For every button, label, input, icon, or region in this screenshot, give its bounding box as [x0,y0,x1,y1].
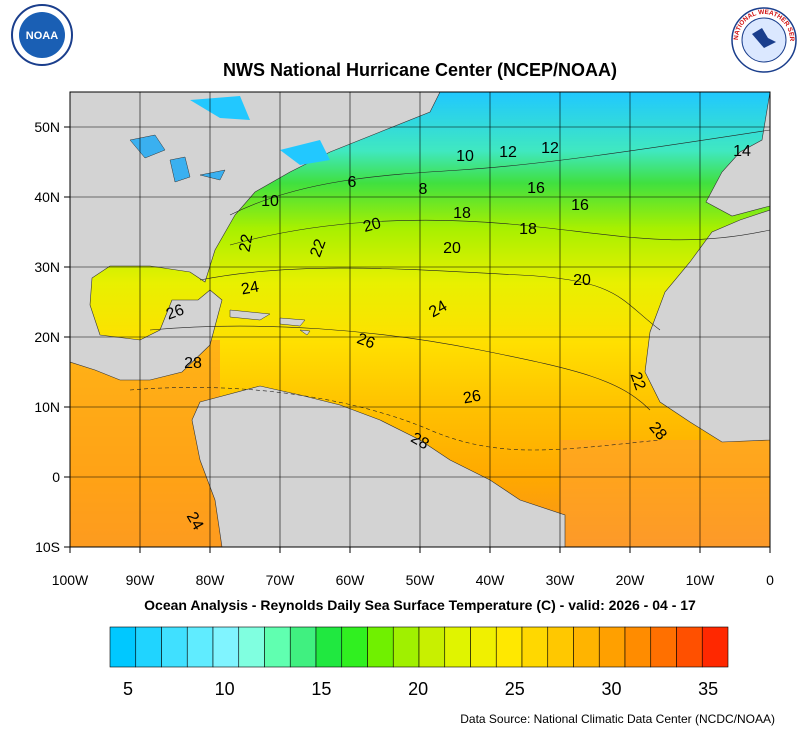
source: Data Source: National Climatic Data Cent… [460,712,775,726]
contour-label: 16 [571,197,589,214]
axes: 50N 40N 30N 20N 10N 0 10S 100W 90W 80W 70W 60W 50W 40… [34,119,774,588]
contour-label: 10 [261,193,279,210]
colorbar-cell [315,626,343,668]
contour-label: 22 [237,233,257,254]
lon-label: 100W [52,572,89,588]
contour-label: 26 [355,330,378,352]
lon-label: 70W [266,572,296,588]
contour-label: 10 [456,148,474,165]
lon-label: 30W [546,572,576,588]
lon-label: 10W [686,572,716,588]
contour-label: 8 [419,181,428,198]
colorbar-cell [161,626,188,668]
map: 10 10 12 12 14 6 8 16 16 18 18 20 20 20 22 22 22 24 24 24 26… [70,92,770,547]
colorbar-cell [212,626,240,668]
lon-label: 80W [196,572,226,588]
title: NWS National Hurricane Center (NCEP/NOAA… [223,60,617,80]
colorbar-label: 20 [408,679,428,699]
lat-label: 0 [52,469,60,485]
nws-logo-arc: NATIONAL WEATHER SERVICE [0,0,795,42]
colorbar-cell [109,626,137,668]
colorbar-cell [701,626,729,668]
colorbar-cell [341,626,368,668]
noaa-logo-text: NOAA [26,30,58,42]
colorbar-label: 5 [123,679,133,699]
lon-label: 60W [336,572,366,588]
colorbar-cell [495,626,523,668]
contour-label: 18 [453,205,471,222]
contour-labels: 10 10 12 12 14 6 8 16 16 18 18 20 20 20 22 22 22 24 24 24 26… [164,140,751,533]
lon-label: 50W [406,572,436,588]
lat-label: 50N [34,119,60,135]
contour-label: 12 [541,140,559,157]
caption: Ocean Analysis - Reynolds Daily Sea Surf… [144,597,696,613]
contour-label: 26 [462,388,483,408]
colorbar-cell [598,626,626,668]
contour-label: 26 [164,301,187,323]
contour-label: 14 [733,143,751,160]
noaa-logo: NOAA [11,4,73,66]
colorbar-cell [264,626,291,668]
lat-label: 30N [34,259,60,275]
colorbar-cell [650,626,677,668]
colorbar: 5 10 15 20 25 30 35 [109,626,729,699]
colorbar-cell [418,626,446,668]
contour-label: 16 [527,180,545,197]
colorbar-cell [624,626,652,668]
lon-label: 20W [616,572,646,588]
colorbar-cell [367,626,394,668]
contour-label: 6 [348,174,357,191]
contour-label: 20 [361,215,383,236]
colorbar-cell [238,626,265,668]
lat-label: 20N [34,329,60,345]
colorbar-label: 25 [505,679,525,699]
contour-label: 22 [307,237,329,260]
contour-label: 24 [426,298,450,322]
contour-label: 12 [499,144,517,161]
lat-label: 40N [34,189,60,205]
lon-label: 40W [476,572,506,588]
lat-label: 10S [35,539,60,555]
colorbar-cell [470,626,497,668]
colorbar-cell [547,626,574,668]
colorbar-cell [186,626,214,668]
contour-label: 20 [443,240,461,257]
contour-label: 24 [240,279,261,299]
contour-label: 20 [573,272,591,289]
lat-label: 10N [34,399,60,415]
colorbar-cell [135,626,162,668]
contour-label: 22 [626,370,648,393]
colorbar-cell [444,626,471,668]
colorbar-cell [573,626,600,668]
colorbar-cell [676,626,703,668]
contour-label: 18 [519,221,537,238]
colorbar-cell [289,626,317,668]
contour-label: 28 [184,355,202,372]
contour-label: 24 [183,509,207,533]
colorbar-label: 35 [698,679,718,699]
colorbar-label: 15 [311,679,331,699]
lon-label: 0 [766,572,774,588]
contour-label: 28 [408,430,432,454]
colorbar-cell [521,626,549,668]
nws-logo-text: NATIONAL WEATHER SERVICE [0,0,795,42]
graticule [70,92,770,547]
lon-label: 90W [126,572,156,588]
colorbar-label: 10 [215,679,235,699]
colorbar-cell [392,626,420,668]
colorbar-label: 30 [601,679,621,699]
